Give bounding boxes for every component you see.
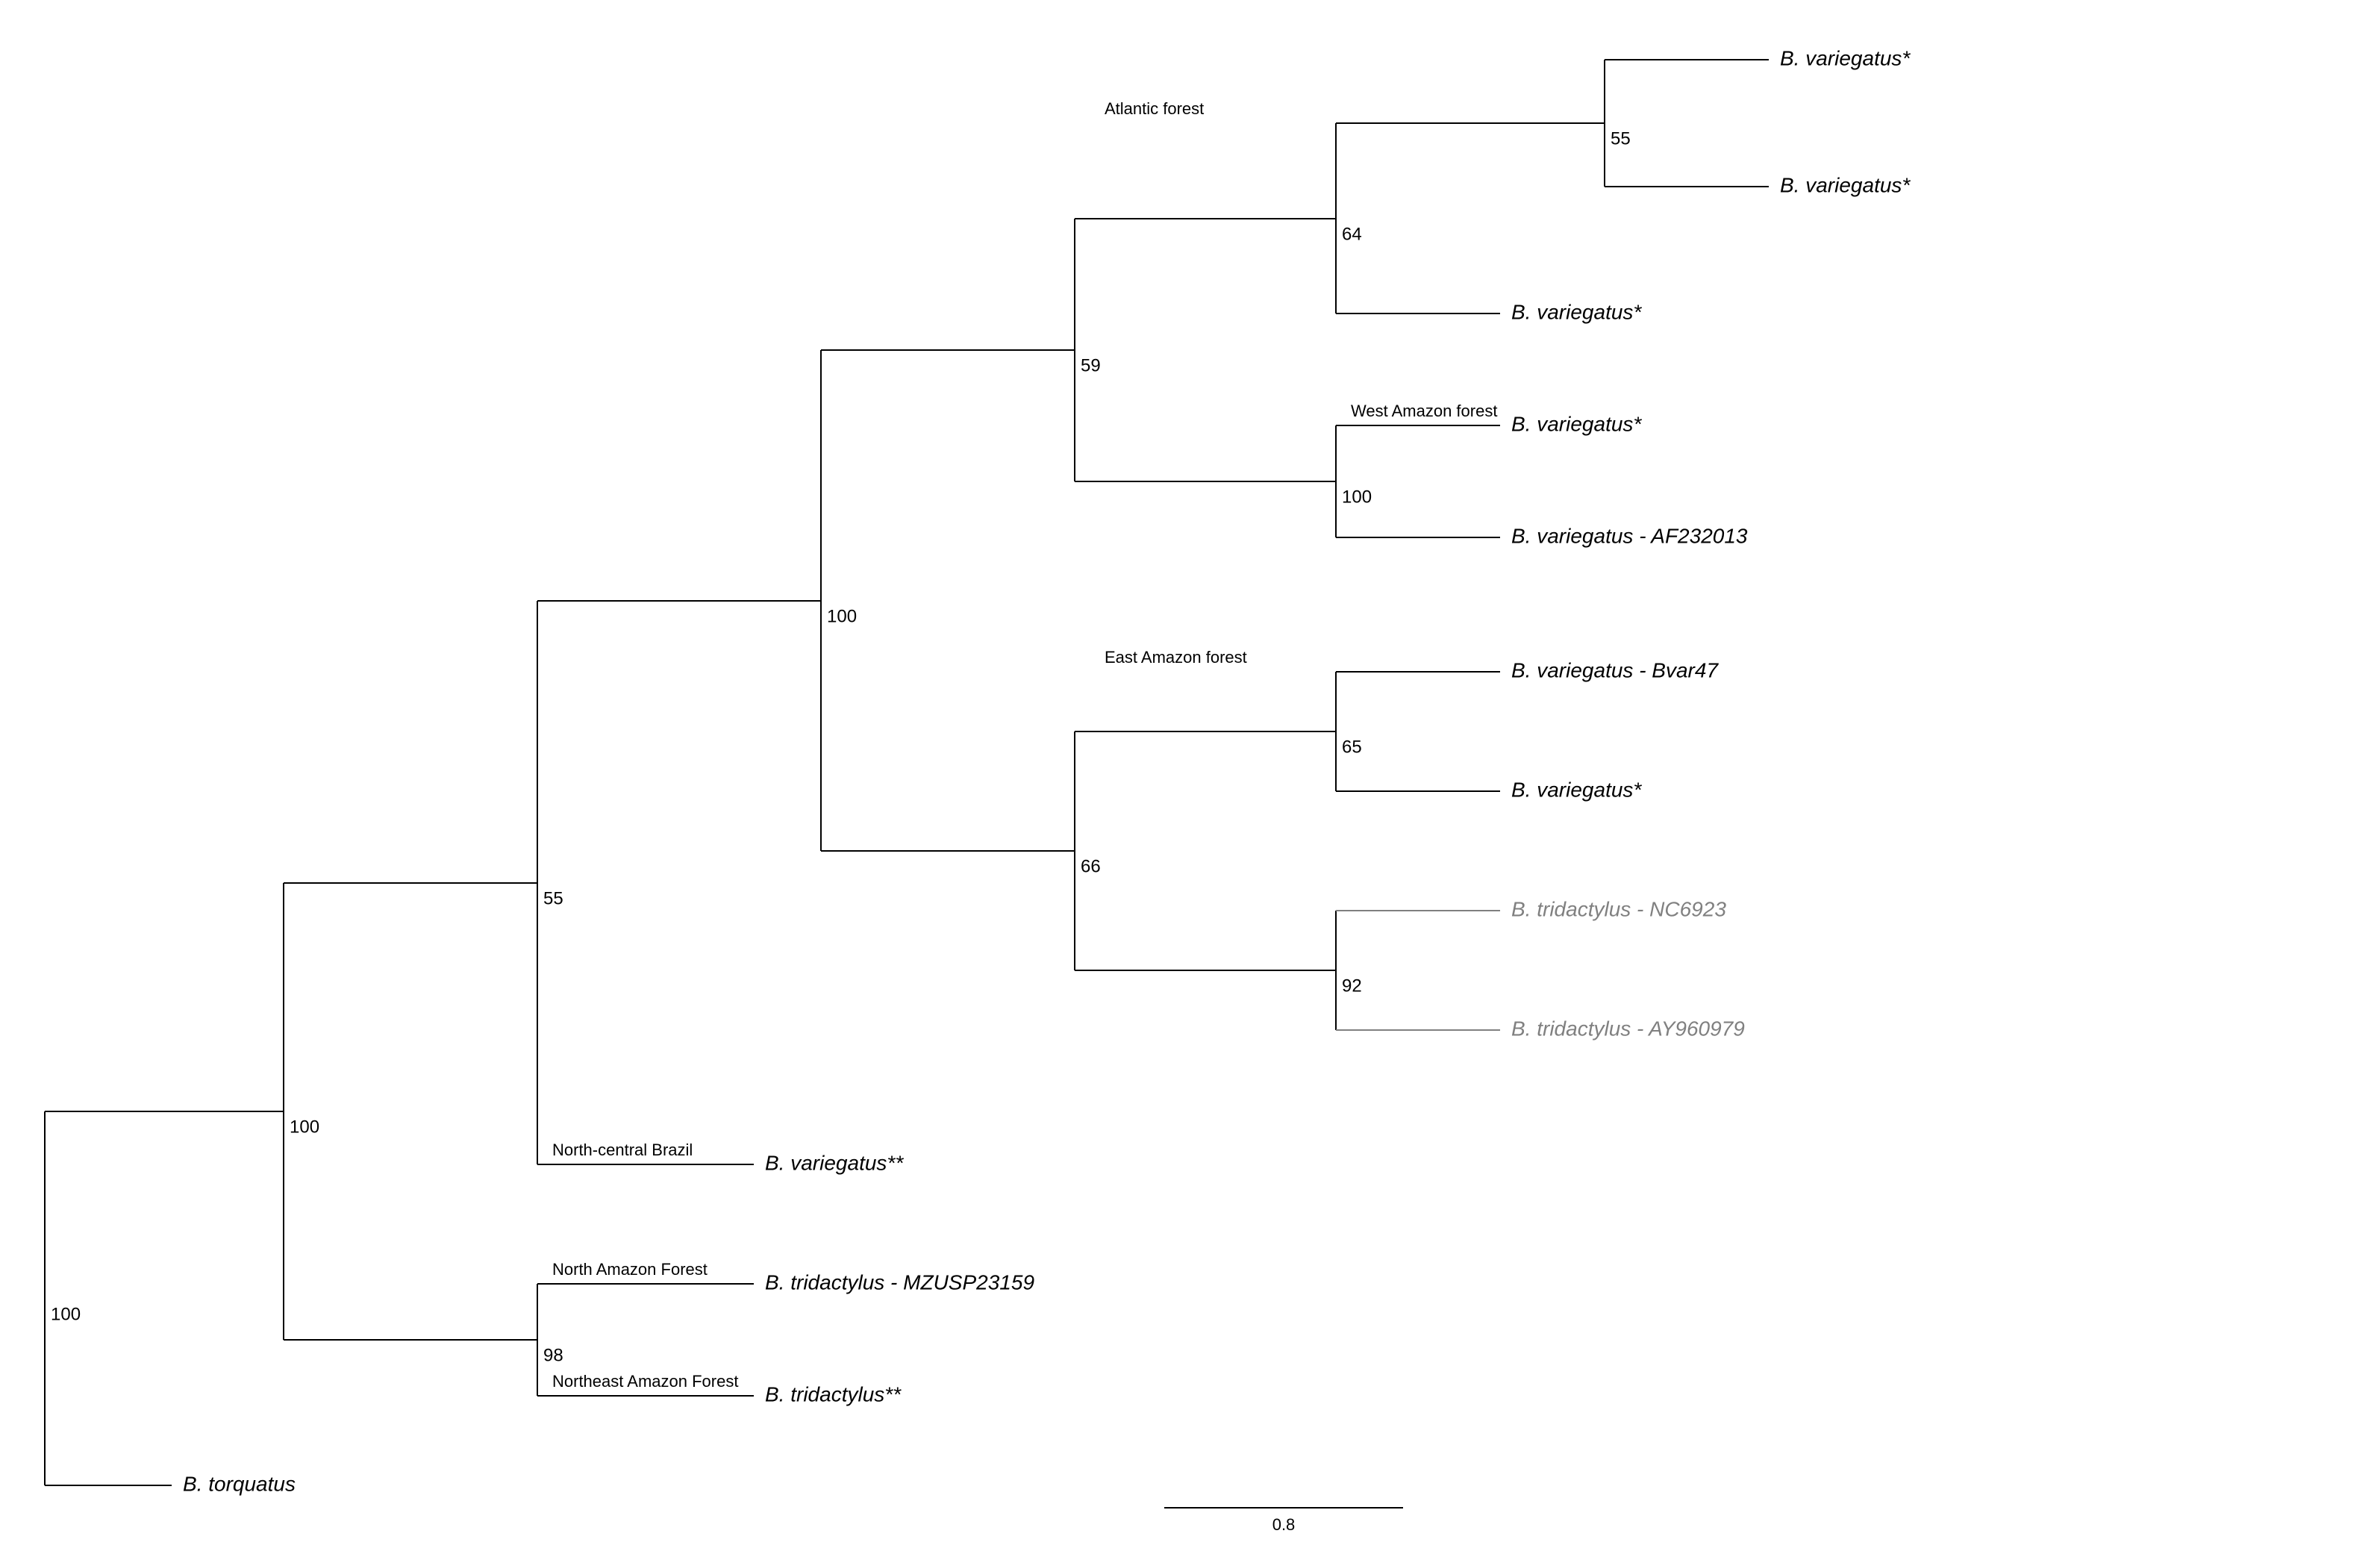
- tip-label: B. variegatus*: [1511, 778, 1642, 801]
- tip-label: B. variegatus**: [765, 1151, 904, 1174]
- support-value: 55: [1611, 128, 1631, 149]
- clade-label: Atlantic forest: [1105, 99, 1204, 118]
- support-value: 59: [1081, 355, 1101, 375]
- tip-label: B. tridactylus**: [765, 1382, 902, 1406]
- tip-label: B. tridactylus - MZUSP23159: [765, 1270, 1034, 1294]
- clade-label: Northeast Amazon Forest: [552, 1372, 738, 1391]
- support-value: 55: [543, 888, 563, 908]
- clade-label: North-central Brazil: [552, 1141, 693, 1159]
- tip-label: B. tridactylus - NC6923: [1511, 897, 1726, 920]
- support-value: 100: [1342, 487, 1372, 507]
- tip-label: B. tridactylus - AY960979: [1511, 1017, 1745, 1040]
- support-value: 98: [543, 1345, 563, 1365]
- clade-label: East Amazon forest: [1105, 648, 1247, 667]
- tip-label: B. variegatus - Bvar47: [1511, 658, 1719, 681]
- phylogenetic-tree: B. variegatus* B. variegatus* B. variegatu…: [0, 0, 2380, 1563]
- support-value: 100: [827, 606, 857, 626]
- clade-label: North Amazon Forest: [552, 1260, 708, 1279]
- scale-value: 0.8: [1272, 1515, 1296, 1534]
- support-value: 92: [1342, 976, 1362, 996]
- tip-label: B. variegatus*: [1780, 46, 1911, 69]
- support-value: 64: [1342, 224, 1362, 244]
- tip-label: B. variegatus*: [1780, 173, 1911, 196]
- support-value: 65: [1342, 737, 1362, 757]
- support-value: 100: [51, 1304, 81, 1324]
- support-value: 66: [1081, 856, 1101, 876]
- tip-label: B. variegatus - AF232013: [1511, 524, 1748, 547]
- support-value: 100: [290, 1117, 319, 1137]
- tip-label: B. torquatus: [183, 1472, 296, 1495]
- clade-label: West Amazon forest: [1351, 402, 1497, 420]
- tip-label: B. variegatus*: [1511, 412, 1642, 435]
- tip-label: B. variegatus*: [1511, 300, 1642, 323]
